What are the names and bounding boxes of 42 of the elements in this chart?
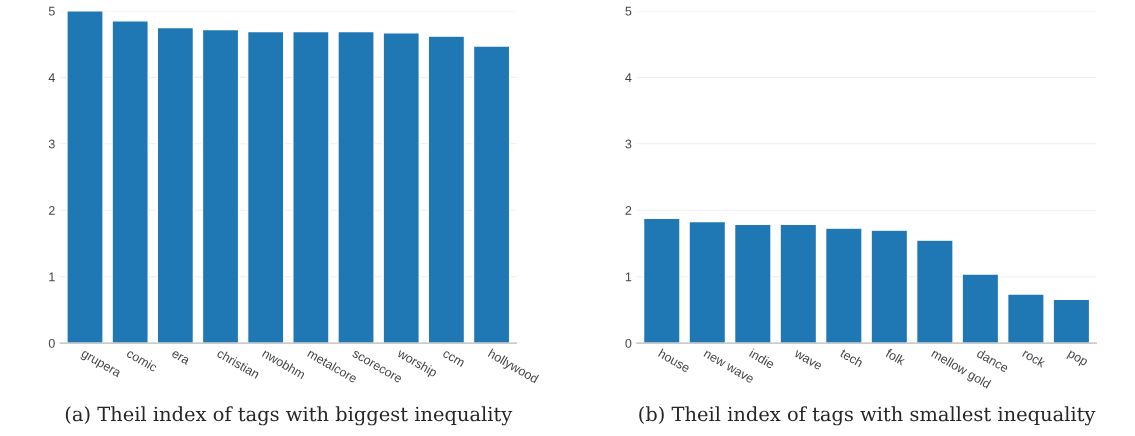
bar — [915, 239, 954, 344]
bar — [427, 35, 466, 344]
x-tick-label: ccm — [442, 350, 465, 367]
x-tick-label: pop — [1066, 350, 1088, 369]
bar — [961, 273, 1000, 344]
bar — [779, 223, 818, 344]
y-tick-label: 2 — [48, 206, 55, 215]
bar — [733, 223, 772, 344]
text: (b) Theil index of tags with smallest inequality — [639, 406, 1096, 426]
x-tick-label: comic — [126, 348, 159, 373]
bar — [156, 26, 195, 344]
y-tick-label: 3 — [625, 139, 632, 149]
bar — [111, 20, 149, 344]
x-tick-label: tech — [839, 348, 864, 368]
bar — [201, 28, 240, 344]
x-tick-label: rock — [1021, 348, 1047, 368]
bar — [246, 30, 285, 344]
bar — [870, 229, 909, 344]
bar — [642, 217, 681, 344]
bar — [66, 10, 104, 344]
y-tick-label: 5 — [625, 6, 632, 16]
y-tick-label: 0 — [48, 338, 55, 348]
y-tick-label: 3 — [48, 139, 55, 149]
bar — [1006, 293, 1045, 344]
bar — [472, 45, 511, 344]
bar — [824, 227, 863, 344]
x-tick-label: folk — [884, 348, 907, 366]
text: (a) Theil index of tags with biggest inequality — [65, 406, 513, 426]
y-tick-label: 1 — [49, 272, 55, 282]
x-tick-label: wave — [793, 350, 822, 371]
y-tick-label: 0 — [625, 338, 632, 348]
bar — [688, 220, 727, 344]
bar — [382, 32, 420, 344]
y-tick-label: 5 — [48, 6, 55, 16]
bar — [337, 30, 375, 344]
bar — [1052, 298, 1091, 344]
y-tick-label: 1 — [625, 272, 632, 282]
y-tick-label: 4 — [625, 73, 632, 82]
x-tick-label: era — [171, 350, 190, 365]
bar — [292, 30, 330, 344]
y-tick-label: 4 — [48, 73, 55, 82]
y-tick-label: 2 — [625, 206, 632, 215]
